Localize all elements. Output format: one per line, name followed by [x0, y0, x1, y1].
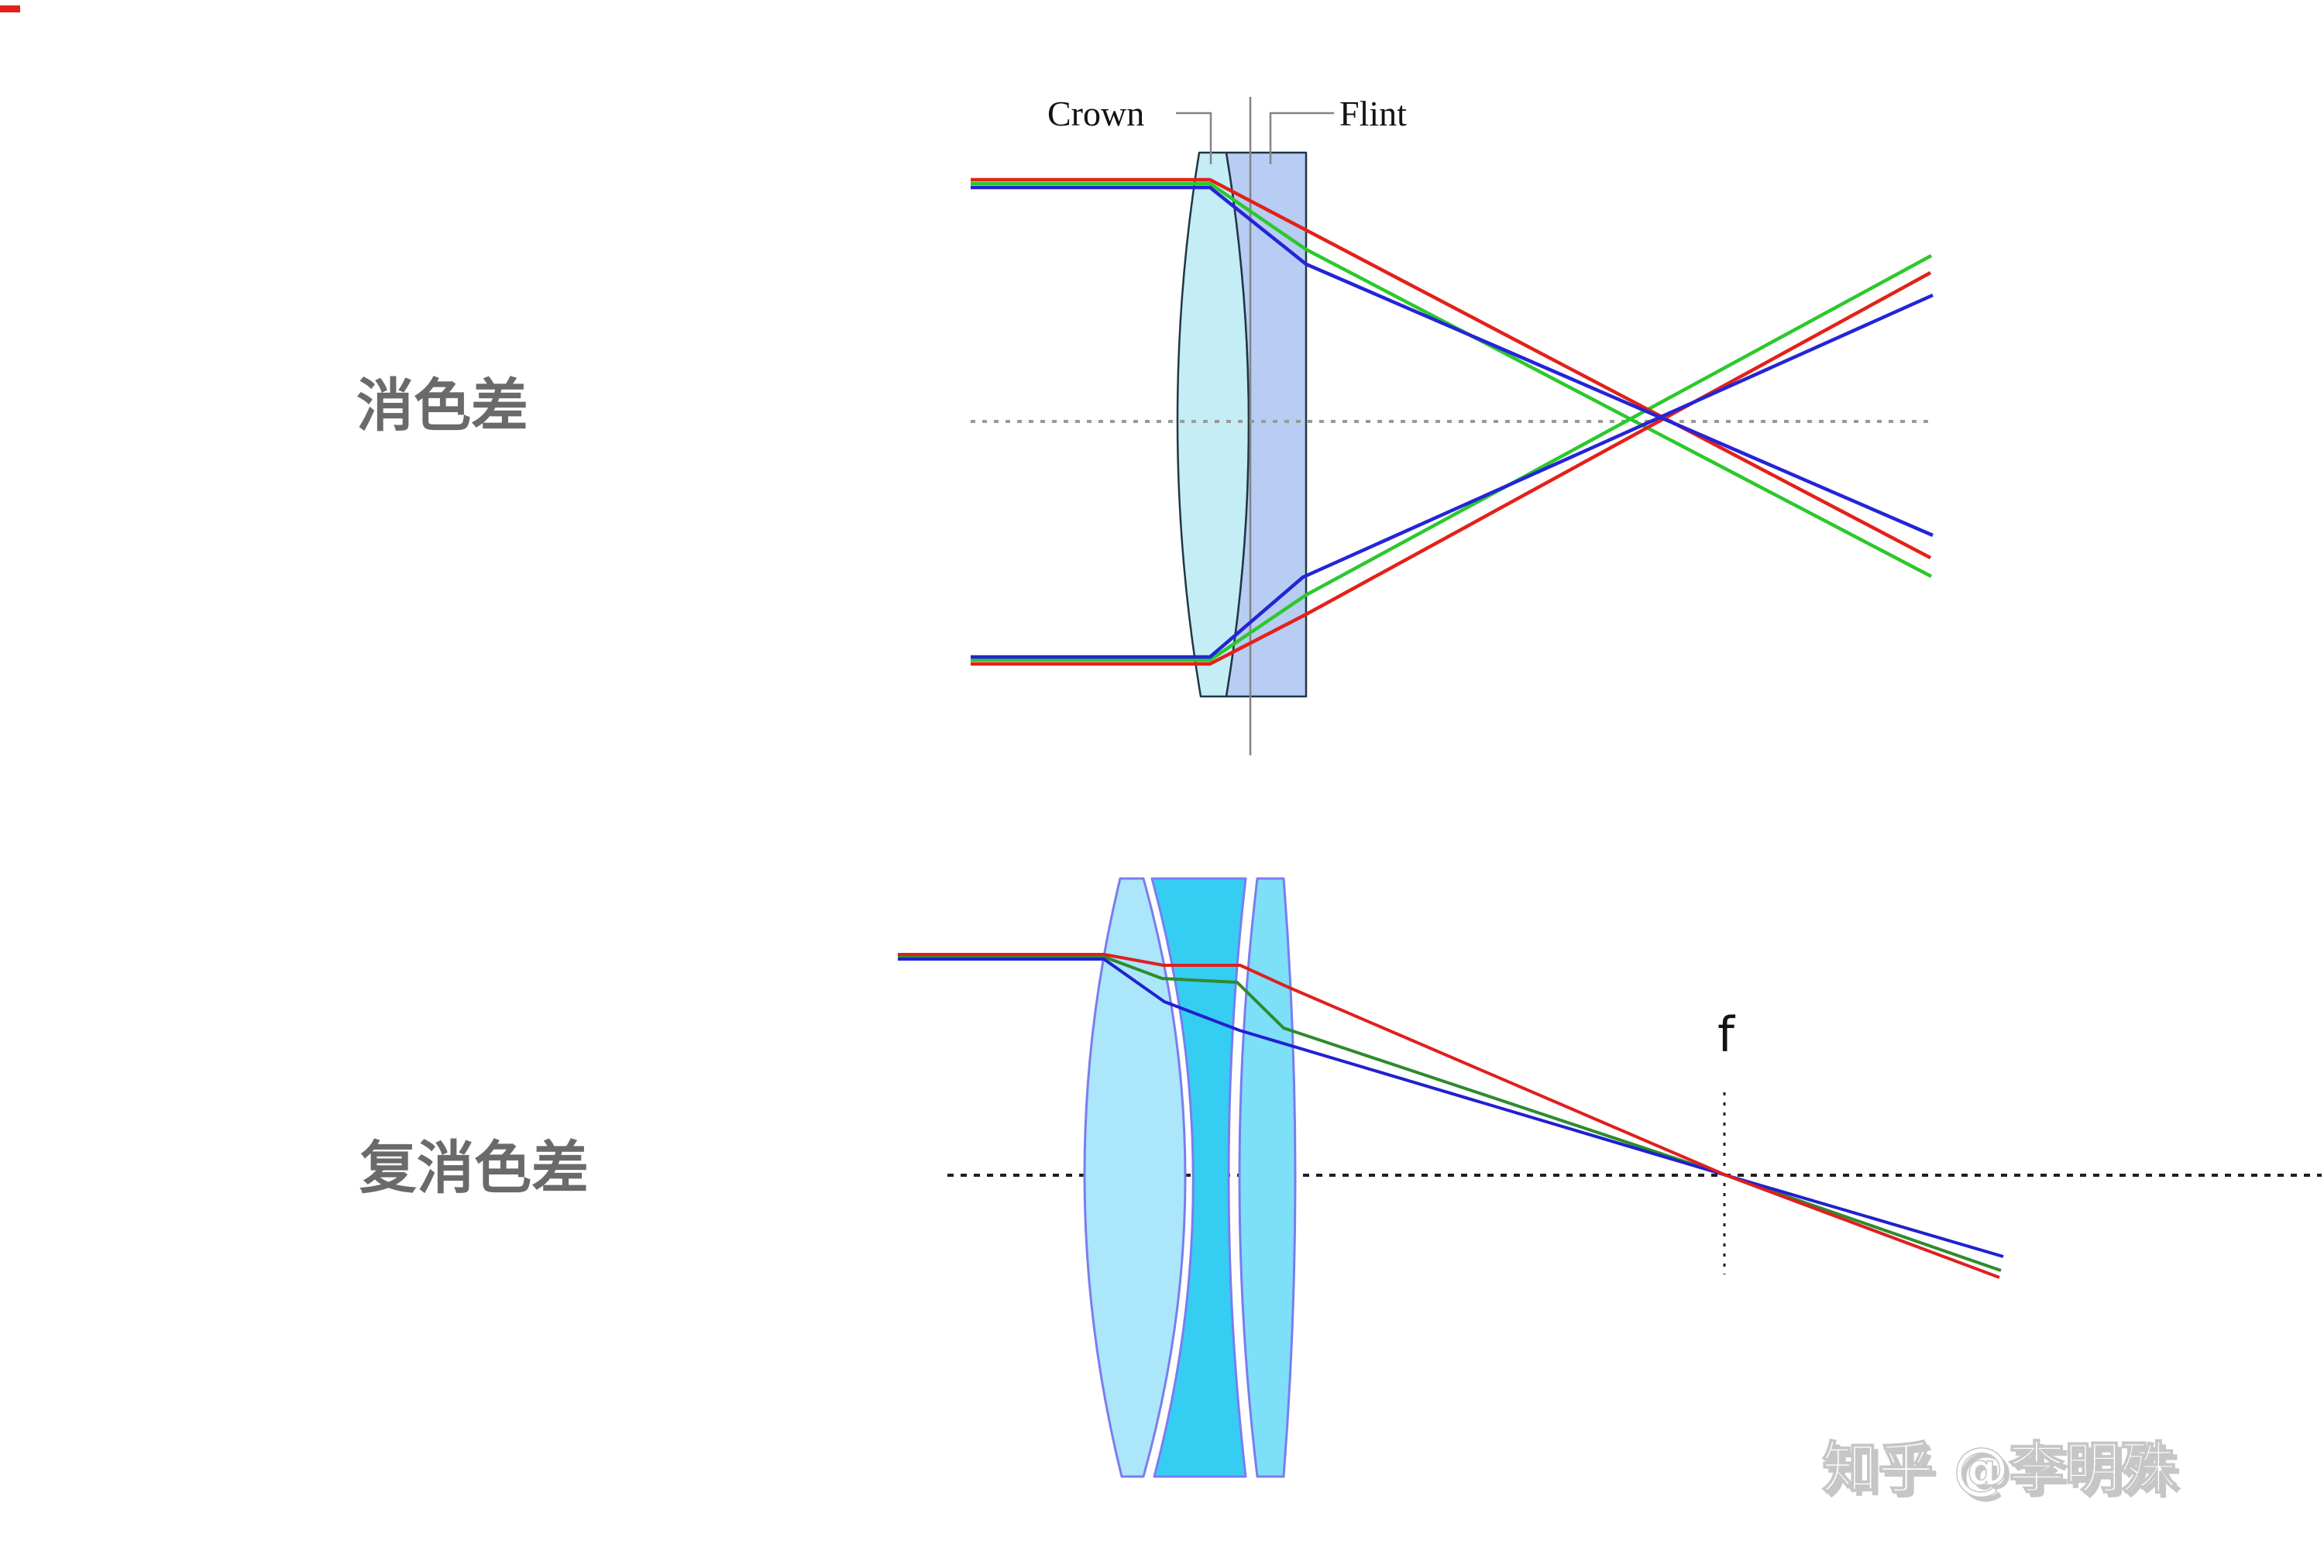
watermark: 知乎 @李明殊 知乎 @李明殊	[1821, 1435, 2181, 1505]
achromat-diagram: 消色差 Crown Flint	[356, 94, 1934, 755]
crown-leader-line	[1176, 112, 1212, 164]
apochromat-diagram: 复消色差 f	[359, 877, 2322, 1478]
apo-left-lens-shape	[1083, 877, 1187, 1478]
apochromat-title: 复消色差	[359, 1135, 589, 1202]
watermark-front-text: 知乎 @李明殊	[1822, 1436, 2177, 1501]
flint-leader-line	[1269, 112, 1334, 164]
crown-label: Crown	[1047, 94, 1144, 133]
blue-ray-upper	[971, 185, 1934, 538]
red-ray-lower	[971, 271, 1932, 666]
green-ray-bottom	[898, 955, 2002, 1272]
blue-ray-bottom	[898, 958, 2004, 1258]
focal-length-label: f	[1717, 1006, 1736, 1063]
apo-right-lens-shape	[1238, 877, 1297, 1478]
flint-lens-shape	[1225, 151, 1308, 698]
watermark-shadow-text: 知乎 @李明殊	[1827, 1440, 2181, 1505]
achromat-title: 消色差	[356, 373, 528, 439]
apo-middle-lens-shape	[1150, 877, 1247, 1478]
flint-label: Flint	[1339, 94, 1407, 133]
red-ray-upper	[971, 177, 1932, 559]
green-ray-upper	[971, 181, 1933, 578]
corner-red-mark	[0, 5, 20, 12]
blue-ray-lower	[971, 293, 1934, 659]
red-ray-bottom	[898, 953, 2000, 1279]
green-ray-lower	[971, 254, 1933, 662]
